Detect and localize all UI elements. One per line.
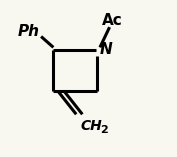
Text: Ac: Ac xyxy=(102,14,123,28)
Text: 2: 2 xyxy=(100,125,108,135)
Text: CH: CH xyxy=(81,119,102,133)
Text: Ph: Ph xyxy=(18,24,40,39)
Text: N: N xyxy=(100,42,113,57)
